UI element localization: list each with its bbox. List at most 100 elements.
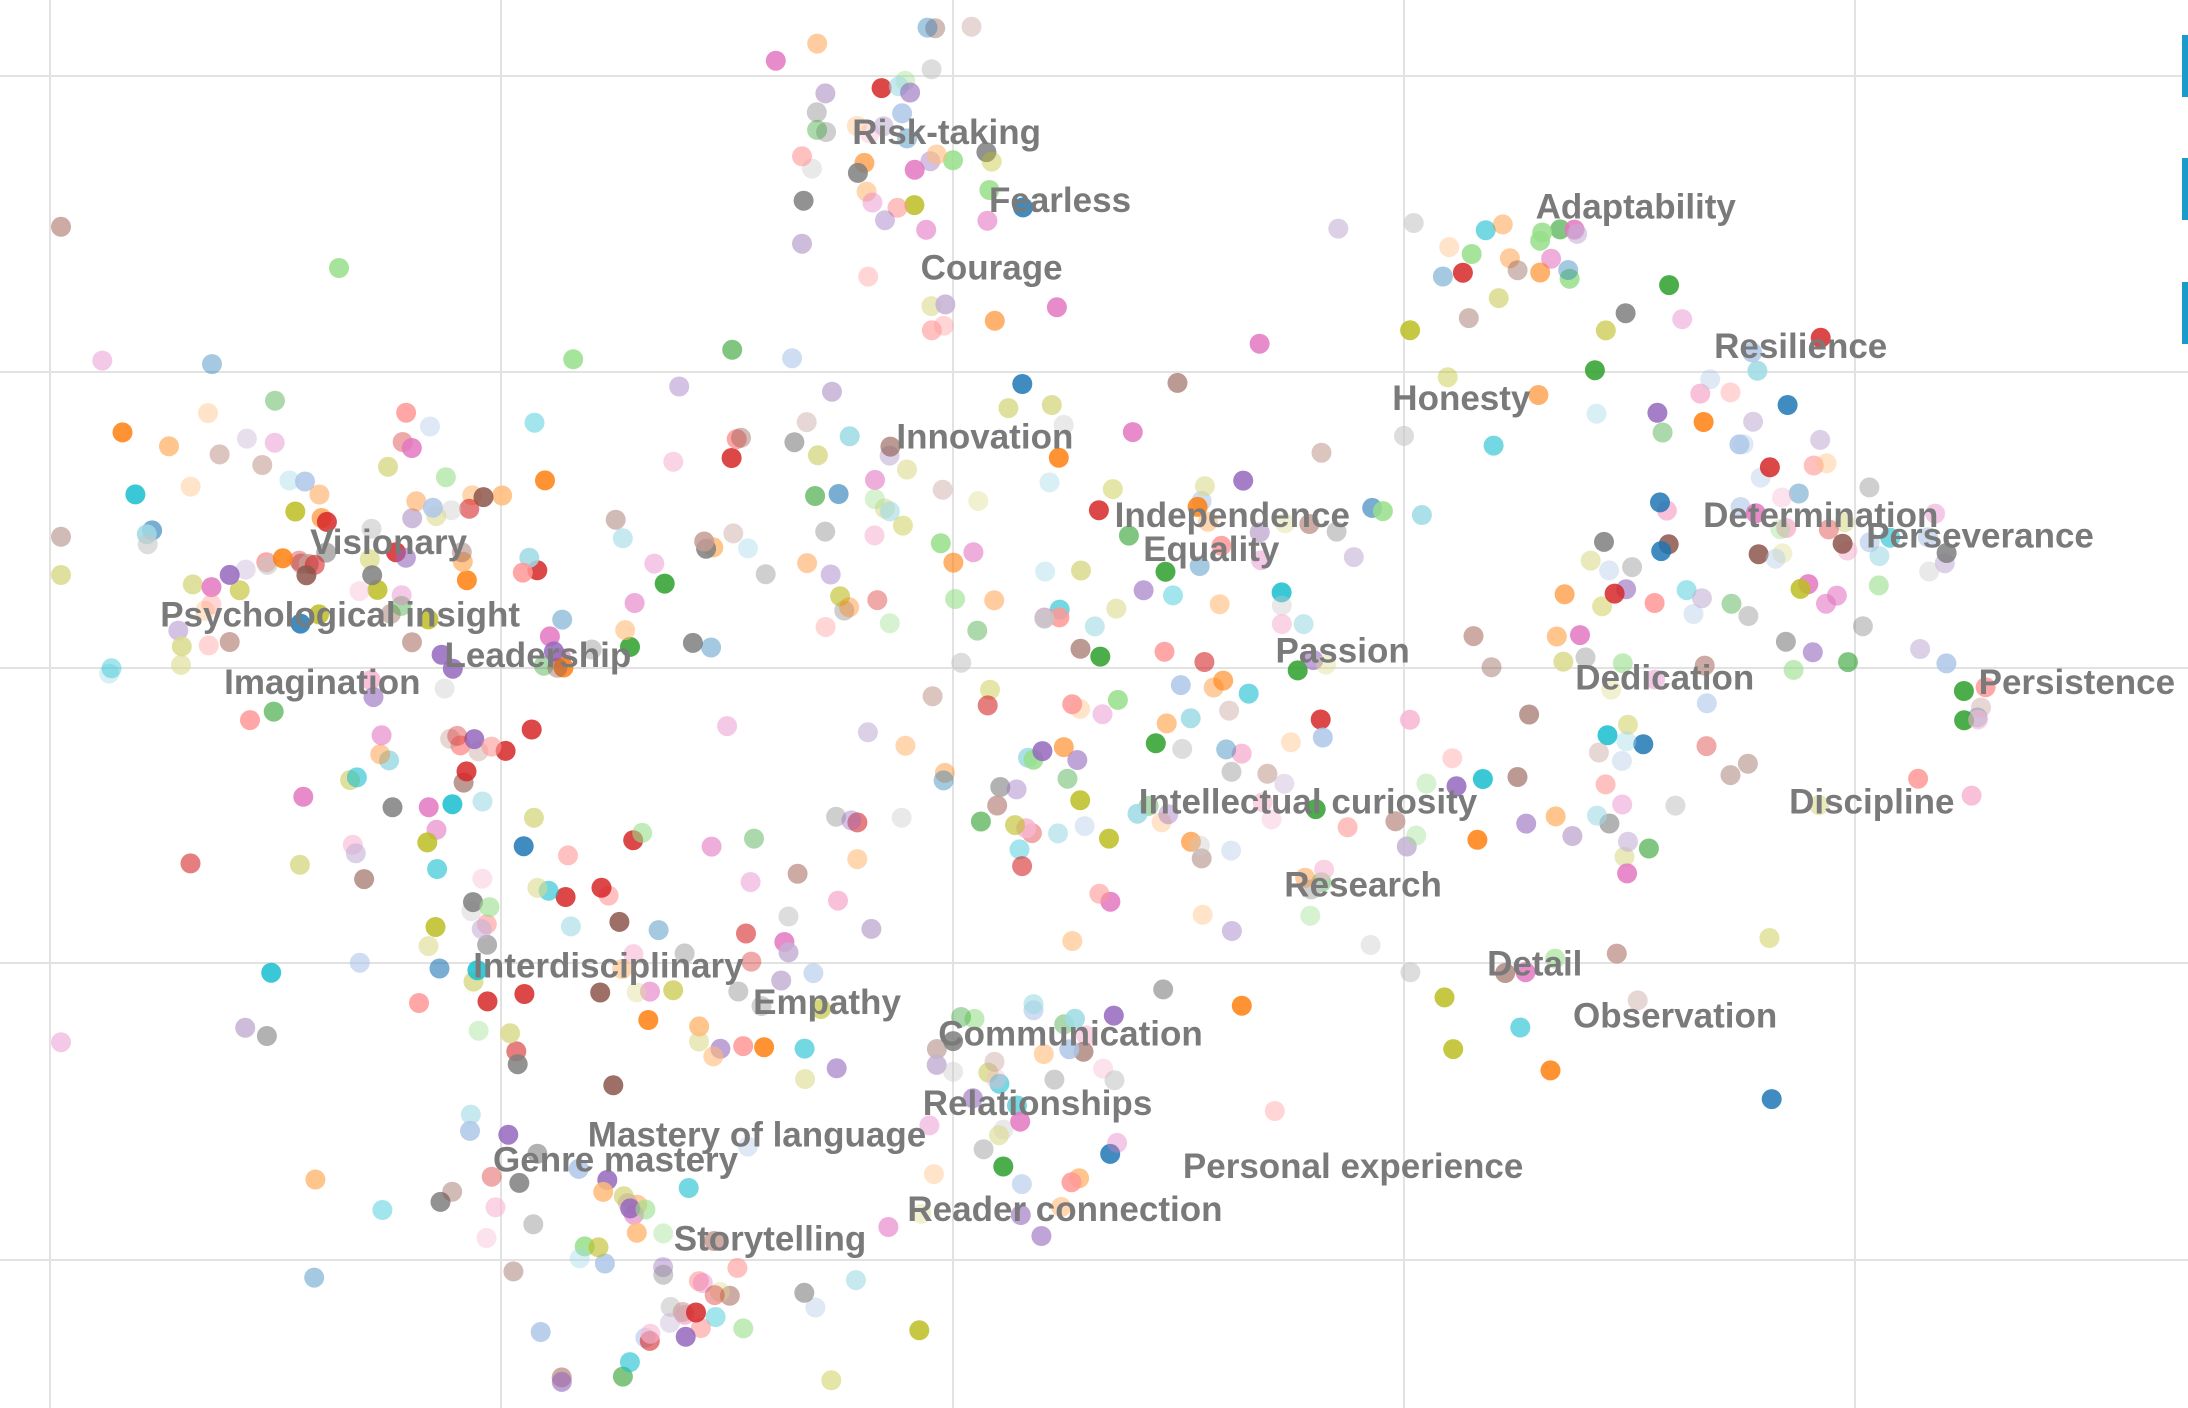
data-point: [632, 822, 653, 843]
data-point: [1400, 962, 1421, 983]
data-point: [828, 484, 849, 504]
data-point: [1007, 1095, 1027, 1116]
cluster-label: Equality: [1143, 530, 1280, 569]
data-point: [1834, 512, 1855, 533]
data-point: [256, 1026, 277, 1046]
data-point: [1859, 477, 1880, 498]
data-point: [653, 1223, 674, 1244]
data-point: [507, 1054, 528, 1075]
cluster-label: Fearless: [989, 181, 1131, 220]
data-point: [329, 258, 349, 278]
data-point: [309, 484, 330, 505]
data-point: [921, 59, 942, 80]
data-point: [1693, 412, 1714, 432]
data-point: [887, 197, 908, 218]
data-point: [441, 500, 462, 521]
data-point: [701, 836, 722, 857]
cluster-label: Leadership: [445, 636, 632, 675]
data-point: [1250, 550, 1271, 571]
data-point: [794, 1038, 815, 1059]
data-point: [1492, 214, 1513, 235]
data-point: [1070, 790, 1091, 811]
data-point: [1103, 1005, 1124, 1026]
data-point: [653, 1264, 674, 1285]
data-point: [180, 476, 201, 497]
data-point: [240, 710, 260, 731]
data-point: [1507, 767, 1528, 787]
data-point: [1910, 639, 1931, 659]
data-point: [1271, 582, 1292, 603]
data-point: [689, 1031, 709, 1052]
data-point: [1676, 580, 1697, 601]
data-point: [1696, 693, 1717, 714]
cluster-label: Visionary: [310, 523, 467, 562]
data-point: [1133, 580, 1154, 601]
data-point: [1249, 333, 1270, 354]
data-point: [921, 320, 942, 341]
data-point: [1838, 652, 1858, 673]
data-point: [551, 1371, 572, 1392]
data-point: [821, 1370, 842, 1391]
data-point: [447, 725, 468, 746]
data-point: [663, 451, 684, 472]
data-point: [1062, 931, 1083, 951]
data-point: [1499, 248, 1520, 269]
data-point: [731, 427, 751, 448]
data-point: [371, 725, 392, 746]
data-point: [1691, 588, 1712, 609]
data-point: [159, 436, 179, 457]
data-point: [1442, 748, 1463, 769]
data-point: [1546, 626, 1567, 647]
data-point: [509, 1172, 530, 1193]
data-point: [527, 1143, 548, 1164]
data-point: [1012, 374, 1033, 394]
data-point: [635, 1199, 656, 1220]
data-point: [862, 192, 883, 213]
data-point: [738, 538, 758, 559]
data-point: [733, 1036, 754, 1057]
data-point: [51, 526, 71, 547]
data-point: [704, 1231, 725, 1251]
data-point: [1652, 422, 1673, 443]
data-point: [1472, 769, 1493, 789]
data-point: [1545, 806, 1566, 827]
data-point: [675, 1326, 696, 1347]
data-point: [754, 1037, 775, 1058]
data-point: [535, 470, 555, 491]
data-point: [420, 416, 440, 437]
data-point: [1194, 476, 1215, 497]
data-point: [201, 594, 222, 615]
data-point: [998, 398, 1019, 419]
data-point: [794, 1282, 815, 1303]
data-point: [296, 565, 317, 586]
data-point: [1211, 535, 1232, 556]
data-point: [1158, 804, 1179, 825]
data-point: [430, 1191, 451, 1212]
data-point: [380, 603, 401, 624]
data-point: [981, 151, 1002, 172]
data-point: [943, 150, 963, 171]
data-point: [648, 920, 669, 941]
data-point: [1601, 679, 1622, 700]
data-point: [1968, 709, 1989, 730]
data-point: [688, 1271, 709, 1292]
data-point: [605, 509, 626, 530]
data-point: [858, 266, 879, 287]
data-point: [418, 936, 439, 957]
data-point: [951, 652, 972, 673]
data-point: [1310, 709, 1331, 730]
data-point: [1765, 548, 1786, 569]
data-point: [1803, 455, 1824, 476]
data-point: [1515, 962, 1536, 983]
data-point: [1587, 805, 1607, 826]
data-point: [916, 219, 937, 240]
data-point: [1154, 641, 1175, 662]
data-point: [828, 890, 848, 911]
data-point: [1759, 457, 1780, 478]
data-point: [911, 1203, 932, 1224]
data-point: [984, 590, 1005, 611]
data-point: [171, 654, 191, 675]
data-point: [925, 18, 946, 39]
data-point: [257, 554, 278, 575]
data-point: [986, 1069, 1007, 1090]
